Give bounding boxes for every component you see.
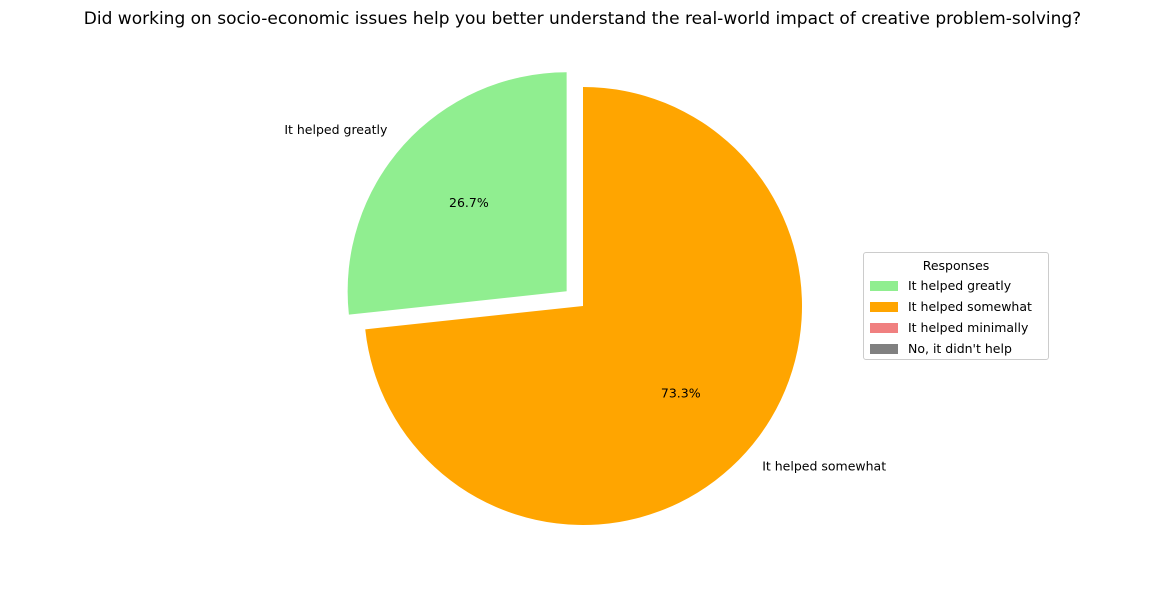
legend-entry-greatly: It helped greatly (864, 275, 1048, 296)
pie-labels: It helped greatly 26.7% It helped somewhat… (284, 122, 886, 474)
slice-label-it-helped-somewhat: It helped somewhat (762, 459, 886, 474)
pie-slice-it-helped-greatly (347, 72, 567, 315)
percent-label-it-helped-somewhat: 73.3% (661, 385, 701, 400)
legend-entry-somewhat: It helped somewhat (864, 296, 1048, 317)
legend-label-didnt-help: No, it didn't help (908, 341, 1012, 356)
legend: Responses It helped greatly It helped so… (863, 252, 1049, 360)
pie-slices (347, 72, 802, 526)
legend-swatch-somewhat (870, 301, 898, 312)
legend-label-somewhat: It helped somewhat (908, 299, 1032, 314)
pie-slice-it-helped-somewhat (365, 87, 802, 526)
legend-label-minimally: It helped minimally (908, 320, 1029, 335)
legend-label-greatly: It helped greatly (908, 278, 1012, 293)
legend-entry-minimally: It helped minimally (864, 317, 1048, 338)
percent-label-it-helped-greatly: 26.7% (449, 195, 489, 210)
legend-swatch-didnt-help (870, 343, 898, 354)
legend-swatch-minimally (870, 322, 898, 333)
slice-label-it-helped-greatly: It helped greatly (284, 122, 388, 137)
legend-entry-didnt-help: No, it didn't help (864, 338, 1048, 359)
chart-title: Did working on socio-economic issues hel… (83, 9, 1082, 29)
legend-swatch-greatly (870, 280, 898, 291)
legend-title: Responses (922, 258, 990, 273)
